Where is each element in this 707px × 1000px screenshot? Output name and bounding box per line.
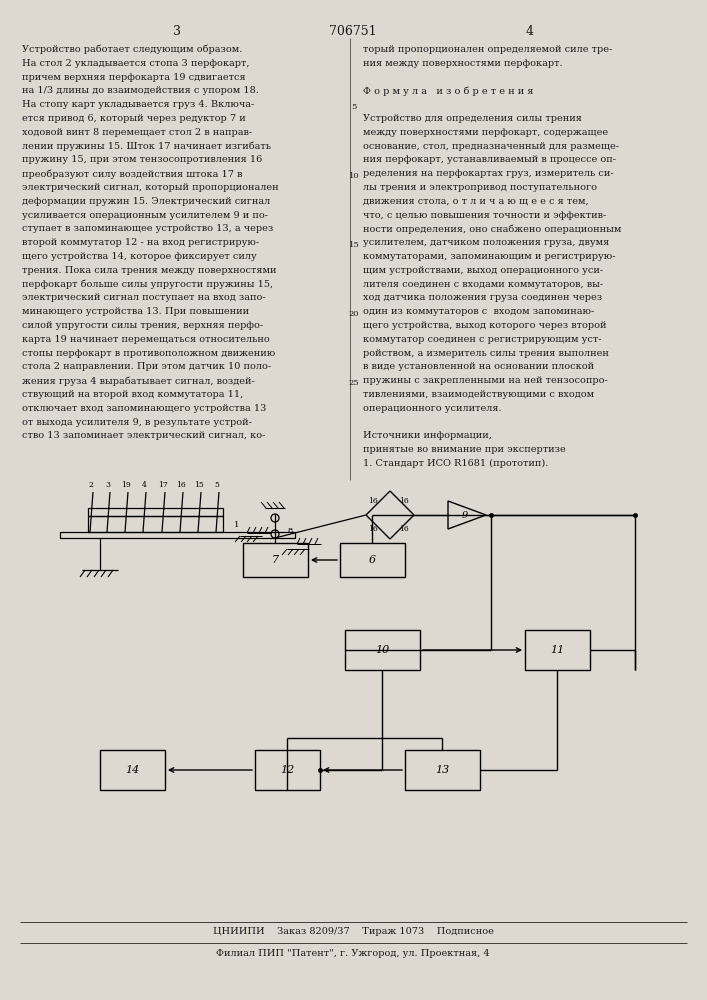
- Text: 1: 1: [234, 521, 240, 529]
- Text: ступает в запоминающее устройство 13, а через: ступает в запоминающее устройство 13, а …: [22, 224, 273, 233]
- Text: торый пропорционален определяемой силе тре-: торый пропорционален определяемой силе т…: [363, 45, 612, 54]
- Text: 11: 11: [550, 645, 564, 655]
- Text: 10: 10: [375, 645, 389, 655]
- Text: ЦНИИПИ    Заказ 8209/37    Тираж 1073    Подписное: ЦНИИПИ Заказ 8209/37 Тираж 1073 Подписно…: [213, 928, 493, 936]
- Text: ство 13 запоминает электрический сигнал, ко-: ство 13 запоминает электрический сигнал,…: [22, 431, 265, 440]
- Text: преобразуют силу воздействия штока 17 в: преобразуют силу воздействия штока 17 в: [22, 169, 243, 179]
- Text: один из коммутаторов с  входом запоминаю-: один из коммутаторов с входом запоминаю-: [363, 307, 595, 316]
- Text: принятые во внимание при экспертизе: принятые во внимание при экспертизе: [363, 445, 566, 454]
- Text: 16: 16: [399, 497, 409, 505]
- Text: усиливается операционным усилителем 9 и по-: усиливается операционным усилителем 9 и …: [22, 211, 268, 220]
- Text: 4: 4: [526, 25, 534, 38]
- Text: второй коммутатор 12 - на вход регистрирую-: второй коммутатор 12 - на вход регистрир…: [22, 238, 259, 247]
- Text: отключает вход запоминающего устройства 13: отключает вход запоминающего устройства …: [22, 404, 267, 413]
- Text: Филиал ПИП "Патент", г. Ужгород, ул. Проектная, 4: Филиал ПИП "Патент", г. Ужгород, ул. Про…: [216, 950, 490, 958]
- Text: щего устройства 14, которое фиксирует силу: щего устройства 14, которое фиксирует си…: [22, 252, 257, 261]
- Text: 4: 4: [141, 481, 146, 489]
- Text: На стол 2 укладывается стопа 3 перфокарт,: На стол 2 укладывается стопа 3 перфокарт…: [22, 59, 250, 68]
- Text: 16: 16: [368, 525, 378, 533]
- Text: 16: 16: [368, 497, 378, 505]
- Text: коммутаторами, запоминающим и регистрирую-: коммутаторами, запоминающим и регистриру…: [363, 252, 616, 261]
- Text: 10: 10: [349, 172, 359, 180]
- Text: 19: 19: [121, 481, 131, 489]
- Text: пружину 15, при этом тензосопротивления 16: пружину 15, при этом тензосопротивления …: [22, 155, 262, 164]
- Text: 15: 15: [349, 241, 359, 249]
- Text: пружины с закрепленными на ней тензосопро-: пружины с закрепленными на ней тензосопр…: [363, 376, 608, 385]
- Text: 8: 8: [287, 527, 293, 535]
- Bar: [405, 750, 480, 790]
- Text: 9: 9: [462, 510, 468, 520]
- Text: трения. Пока сила трения между поверхностями: трения. Пока сила трения между поверхнос…: [22, 266, 276, 275]
- Text: минающего устройства 13. При повышении: минающего устройства 13. При повышении: [22, 307, 249, 316]
- Text: 7: 7: [271, 555, 279, 565]
- Bar: [88, 508, 223, 516]
- Text: причем верхняя перфокарта 19 сдвигается: причем верхняя перфокарта 19 сдвигается: [22, 73, 245, 82]
- Text: перфокарт больше силы упругости пружины 15,: перфокарт больше силы упругости пружины …: [22, 280, 273, 289]
- Text: 5: 5: [351, 103, 357, 111]
- Text: 706751: 706751: [329, 25, 377, 38]
- Text: 17: 17: [158, 481, 168, 489]
- Text: между поверхностями перфокарт, содержащее: между поверхностями перфокарт, содержаще…: [363, 128, 608, 137]
- Text: ход датчика положения груза соединен через: ход датчика положения груза соединен чер…: [363, 293, 602, 302]
- Text: 16: 16: [399, 525, 409, 533]
- Text: 25: 25: [349, 379, 359, 387]
- Bar: [60, 532, 295, 538]
- Text: На стопу карт укладывается груз 4. Включа-: На стопу карт укладывается груз 4. Включ…: [22, 100, 255, 109]
- Text: лении пружины 15. Шток 17 начинает изгибать: лении пружины 15. Шток 17 начинает изгиб…: [22, 142, 271, 151]
- Text: на 1/3 длины до взаимодействия с упором 18.: на 1/3 длины до взаимодействия с упором …: [22, 86, 259, 95]
- Bar: [525, 630, 590, 670]
- Bar: [243, 543, 308, 577]
- Text: ния перфокарт, устанавливаемый в процессе оп-: ния перфокарт, устанавливаемый в процесс…: [363, 155, 616, 164]
- Text: лы трения и электропривод поступательного: лы трения и электропривод поступательног…: [363, 183, 597, 192]
- Text: стопы перфокарт в противоположном движению: стопы перфокарт в противоположном движен…: [22, 349, 275, 358]
- Text: деформации пружин 15. Электрический сигнал: деформации пружин 15. Электрический сигн…: [22, 197, 270, 206]
- Text: электрический сигнал, который пропорционален: электрический сигнал, который пропорцион…: [22, 183, 279, 192]
- Bar: [100, 750, 165, 790]
- Text: 20: 20: [349, 310, 359, 318]
- Text: 14: 14: [125, 765, 139, 775]
- Text: 3: 3: [173, 25, 181, 38]
- Text: силой упругости силы трения, верхняя перфо-: силой упругости силы трения, верхняя пер…: [22, 321, 263, 330]
- Text: стола 2 направлении. При этом датчик 10 поло-: стола 2 направлении. При этом датчик 10 …: [22, 362, 271, 371]
- Text: тивлениями, взаимодействующими с входом: тивлениями, взаимодействующими с входом: [363, 390, 594, 399]
- Text: в виде установленной на основании плоской: в виде установленной на основании плоско…: [363, 362, 594, 371]
- Text: Устройство работает следующим образом.: Устройство работает следующим образом.: [22, 45, 243, 54]
- Text: 13: 13: [435, 765, 449, 775]
- Bar: [340, 543, 405, 577]
- Text: электрический сигнал поступает на вход запо-: электрический сигнал поступает на вход з…: [22, 293, 266, 302]
- Text: коммутатор соединен с регистрирующим уст-: коммутатор соединен с регистрирующим уст…: [363, 335, 602, 344]
- Text: операционного усилителя.: операционного усилителя.: [363, 404, 502, 413]
- Text: жения груза 4 вырабатывает сигнал, воздей-: жения груза 4 вырабатывает сигнал, возде…: [22, 376, 255, 386]
- Text: ется привод 6, который через редуктор 7 и: ется привод 6, который через редуктор 7 …: [22, 114, 246, 123]
- Text: 6: 6: [368, 555, 375, 565]
- Text: 2: 2: [88, 481, 93, 489]
- Text: щим устройствами, выход операционного уси-: щим устройствами, выход операционного ус…: [363, 266, 603, 275]
- Bar: [345, 630, 420, 670]
- Text: карта 19 начинает перемещаться относительно: карта 19 начинает перемещаться относител…: [22, 335, 270, 344]
- Text: ходовой винт 8 перемещает стол 2 в направ-: ходовой винт 8 перемещает стол 2 в напра…: [22, 128, 252, 137]
- Text: Источники информации,: Источники информации,: [363, 431, 492, 440]
- Text: 5: 5: [214, 481, 219, 489]
- Text: ности определения, оно снабжено операционным: ности определения, оно снабжено операцио…: [363, 224, 621, 234]
- Text: движения стола, о т л и ч а ю щ е е с я тем,: движения стола, о т л и ч а ю щ е е с я …: [363, 197, 589, 206]
- Text: ствующий на второй вход коммутатора 11,: ствующий на второй вход коммутатора 11,: [22, 390, 243, 399]
- Text: усилителем, датчиком положения груза, двумя: усилителем, датчиком положения груза, дв…: [363, 238, 609, 247]
- Bar: [255, 750, 320, 790]
- Text: ния между поверхностями перфокарт.: ния между поверхностями перфокарт.: [363, 59, 563, 68]
- Text: щего устройства, выход которого через второй: щего устройства, выход которого через вт…: [363, 321, 607, 330]
- Text: основание, стол, предназначенный для размеще-: основание, стол, предназначенный для раз…: [363, 142, 619, 151]
- Text: 12: 12: [280, 765, 294, 775]
- Text: от выхода усилителя 9, в результате устрой-: от выхода усилителя 9, в результате устр…: [22, 418, 252, 427]
- Text: Ф о р м у л а   и з о б р е т е н и я: Ф о р м у л а и з о б р е т е н и я: [363, 86, 534, 96]
- Text: 1. Стандарт ИСО R1681 (прототип).: 1. Стандарт ИСО R1681 (прототип).: [363, 459, 549, 468]
- Text: 16: 16: [176, 481, 186, 489]
- Text: что, с целью повышения точности и эффектив-: что, с целью повышения точности и эффект…: [363, 211, 606, 220]
- Text: лителя соединен с входами коммутаторов, вы-: лителя соединен с входами коммутаторов, …: [363, 280, 603, 289]
- Text: Устройство для определения силы трения: Устройство для определения силы трения: [363, 114, 582, 123]
- Text: ройством, а измеритель силы трения выполнен: ройством, а измеритель силы трения выпол…: [363, 349, 609, 358]
- Text: 15: 15: [194, 481, 204, 489]
- Bar: [88, 516, 223, 532]
- Text: ределения на перфокартах груз, измеритель си-: ределения на перфокартах груз, измерител…: [363, 169, 614, 178]
- Text: 3: 3: [105, 481, 110, 489]
